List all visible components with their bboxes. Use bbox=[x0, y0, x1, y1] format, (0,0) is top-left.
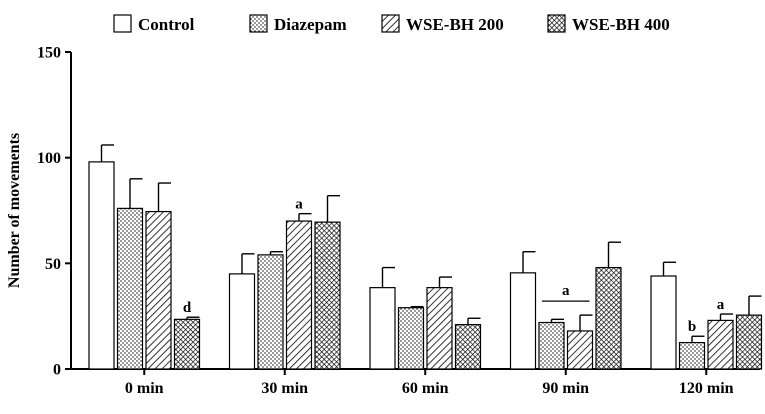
bar-wse-bh-400-60-min bbox=[454, 324, 482, 370]
bar-wse-bh-400-120-min bbox=[735, 314, 763, 370]
annotation-label-1: a bbox=[295, 197, 303, 213]
y-axis: 0 50 100 150 bbox=[37, 45, 72, 379]
bar-wse-bh-400-0-min bbox=[173, 318, 201, 370]
bar-control-60-min bbox=[369, 287, 396, 370]
x-tick-label-0-min: 0 min bbox=[125, 380, 164, 397]
legend-swatch-wse-bh-400 bbox=[547, 14, 566, 33]
bar-diazepam-0-min bbox=[116, 207, 144, 370]
legend-label-wse-bh-400: WSE-BH 400 bbox=[572, 15, 670, 34]
bar-wse-bh-200-0-min bbox=[145, 210, 172, 370]
y-axis-title: Number of movements bbox=[6, 133, 23, 288]
x-tick-label-30-min: 30 min bbox=[261, 380, 308, 397]
legend-label-wse-bh-200: WSE-BH 200 bbox=[406, 15, 504, 34]
bar-wse-bh-200-30-min bbox=[285, 220, 313, 370]
annotation-label-4: a bbox=[717, 297, 725, 313]
bar-control-30-min bbox=[228, 273, 256, 370]
x-axis: 0 min 30 min 60 min 90 min 120 min bbox=[71, 368, 760, 397]
y-tick-label-150: 150 bbox=[37, 45, 61, 62]
bar-control-0-min bbox=[88, 161, 115, 370]
legend-swatch-wse-bh-200 bbox=[381, 14, 400, 33]
legend-label-control: Control bbox=[138, 15, 195, 34]
bar-wse-bh-400-30-min bbox=[314, 221, 341, 370]
annotation-label-2: a bbox=[562, 283, 570, 299]
bar-control-120-min bbox=[650, 275, 677, 370]
bar-control-90-min bbox=[509, 272, 537, 370]
y-tick-label-100: 100 bbox=[37, 150, 61, 167]
annotation-label-0: d bbox=[183, 300, 192, 316]
legend: Control Diazepam WSE-BH 200 WSE-BH 400 bbox=[113, 14, 670, 34]
x-tick-label-90-min: 90 min bbox=[542, 380, 589, 397]
bar-diazepam-60-min bbox=[397, 307, 425, 370]
legend-swatch-control bbox=[113, 14, 132, 33]
annotations: d a a b a bbox=[183, 197, 725, 336]
bar-diazepam-30-min bbox=[257, 254, 284, 370]
y-tick-label-50: 50 bbox=[45, 256, 61, 273]
bar-diazepam-90-min bbox=[538, 321, 565, 370]
x-tick-label-120-min: 120 min bbox=[679, 380, 734, 397]
bar-wse-bh-200-90-min bbox=[566, 330, 594, 370]
bar-wse-bh-200-120-min bbox=[707, 319, 734, 370]
annotation-label-3: b bbox=[688, 319, 696, 335]
bars bbox=[88, 144, 763, 370]
bar-wse-bh-200-60-min bbox=[426, 287, 453, 370]
legend-swatch-diazepam bbox=[249, 14, 268, 33]
legend-label-diazepam: Diazepam bbox=[274, 15, 347, 34]
y-tick-label-0: 0 bbox=[53, 362, 61, 379]
bar-diazepam-120-min bbox=[678, 341, 706, 370]
x-tick-label-60-min: 60 min bbox=[402, 380, 449, 397]
bar-wse-bh-400-90-min bbox=[595, 266, 622, 370]
